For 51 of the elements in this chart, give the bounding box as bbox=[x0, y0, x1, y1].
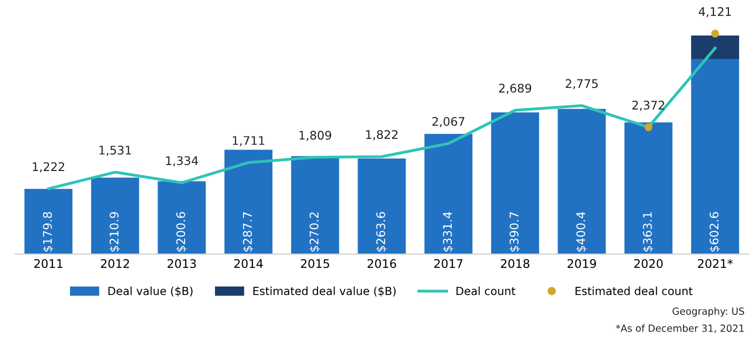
data-label: 1,531 bbox=[100, 146, 131, 156]
data-label: $363.1 bbox=[642, 212, 654, 252]
bar bbox=[224, 150, 272, 254]
legend-label: Estimated deal value ($B) bbox=[253, 286, 396, 297]
text: *As of December 31, 2021 bbox=[616, 324, 744, 333]
legend-label: Estimated deal count bbox=[576, 286, 693, 296]
x-tick-label: 2016 bbox=[368, 259, 396, 268]
data-label: 4,121 bbox=[698, 7, 731, 18]
data-label: $270.2 bbox=[309, 212, 320, 252]
data-label: 2,689 bbox=[499, 84, 532, 94]
data-label: 2,067 bbox=[432, 117, 464, 128]
data-label: $263.6 bbox=[376, 212, 387, 252]
data-label: 1,334 bbox=[166, 156, 198, 166]
bar bbox=[691, 58, 740, 254]
x-tick-label: 2014 bbox=[234, 259, 263, 268]
x-tick-label: 2017 bbox=[434, 259, 462, 268]
x-tick-label: 2019 bbox=[568, 259, 596, 268]
x-tick-label: 2020 bbox=[634, 259, 663, 268]
x-tick-label: 2018 bbox=[500, 259, 530, 268]
data-label: 1,809 bbox=[300, 130, 332, 141]
data-label: 2,775 bbox=[566, 79, 598, 90]
bar bbox=[158, 181, 206, 254]
bar bbox=[91, 178, 140, 254]
bar bbox=[624, 122, 672, 254]
x-tick-label: 2013 bbox=[168, 259, 196, 268]
data-label: $390.7 bbox=[509, 212, 520, 252]
bar bbox=[358, 158, 406, 254]
legend-label: Deal value ($B) bbox=[108, 286, 192, 297]
bar bbox=[491, 112, 540, 254]
bar bbox=[424, 134, 472, 254]
bar bbox=[291, 156, 340, 254]
bar bbox=[558, 108, 606, 254]
text: Geography: US bbox=[672, 307, 744, 317]
x-tick-label: 2021* bbox=[698, 259, 733, 268]
total-label: $602.6 bbox=[709, 212, 720, 252]
data-label: 2,372 bbox=[632, 100, 664, 111]
data-label: $210.9 bbox=[109, 212, 120, 252]
data-label: 1,222 bbox=[32, 162, 64, 172]
data-label: 1,822 bbox=[366, 130, 398, 140]
legend-label: Deal count bbox=[456, 286, 516, 296]
bar bbox=[691, 36, 740, 59]
data-label: $331.4 bbox=[442, 212, 454, 252]
data-label: 1,711 bbox=[232, 136, 264, 146]
x-tick-label: 2012 bbox=[100, 259, 129, 268]
x-tick-label: 2011 bbox=[34, 259, 62, 268]
x-tick-label: 2015 bbox=[300, 259, 330, 268]
data-label: $400.4 bbox=[576, 212, 587, 252]
bar bbox=[24, 188, 72, 254]
data-label: $287.7 bbox=[242, 212, 254, 252]
data-label: $200.6 bbox=[176, 212, 187, 252]
data-label: $179.8 bbox=[42, 212, 54, 252]
